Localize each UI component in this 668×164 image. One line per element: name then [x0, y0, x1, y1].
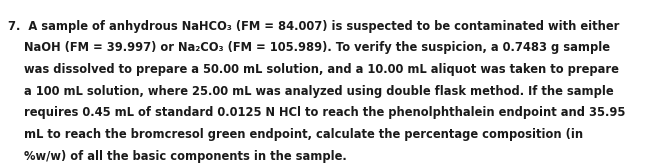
Text: a 100 mL solution, where 25.00 mL was analyzed using double flask method. If the: a 100 mL solution, where 25.00 mL was an… [8, 85, 614, 98]
Text: mL to reach the bromcresol green endpoint, calculate the percentage composition : mL to reach the bromcresol green endpoin… [8, 128, 583, 141]
Text: NaOH (FM = 39.997) or Na₂CO₃ (FM = 105.989). To verify the suspicion, a 0.7483 g: NaOH (FM = 39.997) or Na₂CO₃ (FM = 105.9… [8, 41, 610, 54]
Text: 7.  A sample of anhydrous NaHCO₃ (FM = 84.007) is suspected to be contaminated w: 7. A sample of anhydrous NaHCO₃ (FM = 84… [8, 20, 619, 33]
Text: %w/w) of all the basic components in the sample.: %w/w) of all the basic components in the… [8, 150, 347, 163]
Text: was dissolved to prepare a 50.00 mL solution, and a 10.00 mL aliquot was taken t: was dissolved to prepare a 50.00 mL solu… [8, 63, 619, 76]
Text: requires 0.45 mL of standard 0.0125 N HCl to reach the phenolphthalein endpoint : requires 0.45 mL of standard 0.0125 N HC… [8, 106, 625, 119]
